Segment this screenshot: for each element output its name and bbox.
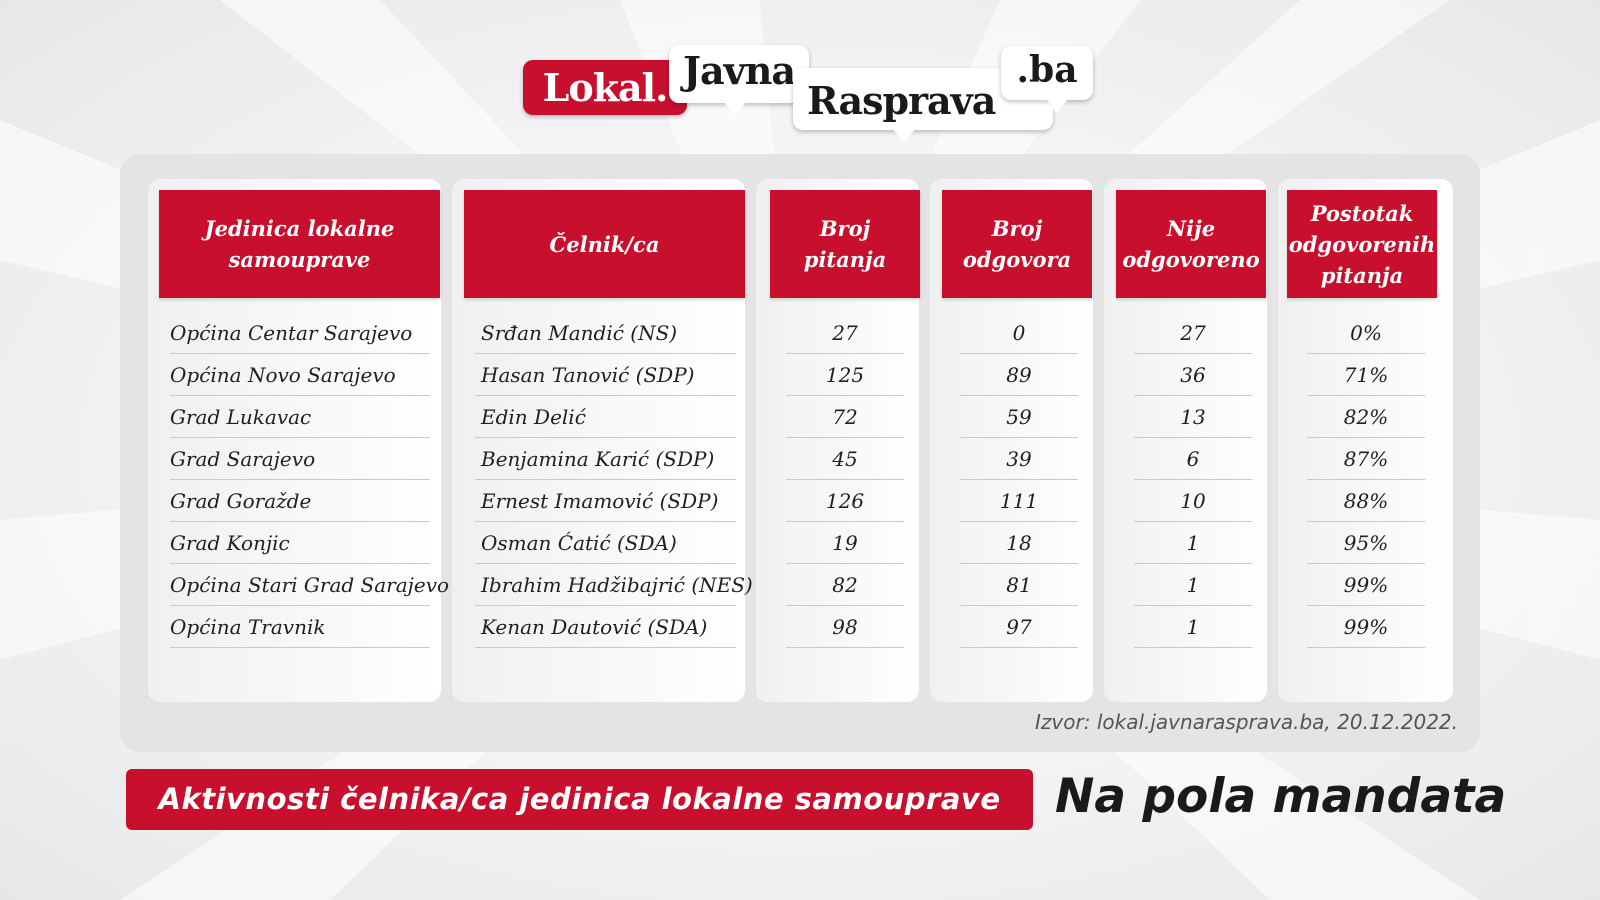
source-note: Izvor: lokal.javnarasprava.ba, 20.12.202…: [1035, 710, 1458, 734]
speech-tail-icon: [724, 102, 746, 116]
logo-ba-text: .ba: [1016, 49, 1078, 91]
footer-title: Aktivnosti čelnika/ca jedinica lokalne s…: [158, 782, 1001, 816]
cell-percentage: 71%: [1307, 355, 1425, 396]
cell-unit: Grad Sarajevo: [170, 439, 430, 480]
cell-unanswered: 36: [1134, 355, 1252, 396]
cell-unanswered: 6: [1134, 439, 1252, 480]
cell-answers: 81: [960, 565, 1078, 606]
cell-leader: Ernest Imamović (SDP): [475, 481, 736, 522]
logo-lokal-badge: Lokal.: [523, 60, 687, 115]
cell-unit: Grad Konjic: [170, 523, 430, 564]
cell-unanswered: 10: [1134, 481, 1252, 522]
logo-javna-text: Javna: [683, 48, 796, 93]
cell-leader: Edin Delić: [475, 397, 736, 438]
header-answers-label: Broj odgovora: [962, 216, 1072, 272]
logo: Lokal. Javna Rasprava .ba: [523, 40, 1093, 143]
cell-questions: 27: [786, 313, 904, 354]
header-answers: Broj odgovora: [942, 190, 1092, 298]
cell-percentage: 99%: [1307, 607, 1425, 648]
logo-ba-bubble: .ba: [1001, 46, 1093, 113]
header-questions-label: Broj pitanja: [803, 216, 887, 272]
cell-answers: 0: [960, 313, 1078, 354]
cell-unanswered: 1: [1134, 523, 1252, 564]
cell-leader: Hasan Tanović (SDP): [475, 355, 736, 396]
cell-leader: Osman Ćatić (SDA): [475, 523, 736, 564]
cell-questions: 125: [786, 355, 904, 396]
cell-answers: 39: [960, 439, 1078, 480]
cell-unit: Grad Goražde: [170, 481, 430, 522]
cell-percentage: 88%: [1307, 481, 1425, 522]
cell-unit: Općina Travnik: [170, 607, 430, 648]
cell-answers: 89: [960, 355, 1078, 396]
cell-leader: Srđan Mandić (NS): [475, 313, 736, 354]
speech-tail-icon: [893, 129, 915, 143]
logo-javna-bubble: Javna: [669, 45, 809, 116]
cell-percentage: 99%: [1307, 565, 1425, 606]
header-unit: Jedinica lokalne samouprave: [159, 190, 440, 298]
cell-questions: 72: [786, 397, 904, 438]
cell-unit: Općina Novo Sarajevo: [170, 355, 430, 396]
cell-leader: Kenan Dautović (SDA): [475, 607, 736, 648]
cell-questions: 98: [786, 607, 904, 648]
cell-percentage: 82%: [1307, 397, 1425, 438]
cell-answers: 97: [960, 607, 1078, 648]
cell-questions: 126: [786, 481, 904, 522]
footer-subtitle: Na pola mandata: [1055, 769, 1507, 824]
cell-percentage: 87%: [1307, 439, 1425, 480]
cell-unanswered: 1: [1134, 607, 1252, 648]
header-unanswered-label: Nije odgovoreno: [1122, 216, 1260, 272]
header-questions: Broj pitanja: [770, 190, 920, 298]
cell-unit: Općina Centar Sarajevo: [170, 313, 430, 354]
header-leader: Čelnik/ca: [464, 190, 745, 298]
cell-questions: 45: [786, 439, 904, 480]
header-unanswered: Nije odgovoreno: [1116, 190, 1266, 298]
speech-tail-icon: [1046, 99, 1068, 113]
cell-answers: 59: [960, 397, 1078, 438]
footer-title-bar: Aktivnosti čelnika/ca jedinica lokalne s…: [126, 769, 1033, 830]
cell-unit: Grad Lukavac: [170, 397, 430, 438]
cell-questions: 19: [786, 523, 904, 564]
cell-percentage: 95%: [1307, 523, 1425, 564]
cell-unanswered: 27: [1134, 313, 1252, 354]
header-percentage: Postotak odgovorenih pitanja: [1287, 190, 1437, 298]
cell-unanswered: 1: [1134, 565, 1252, 606]
cell-leader: Benjamina Karić (SDP): [475, 439, 736, 480]
cell-percentage: 0%: [1307, 313, 1425, 354]
logo-rasprava-text: Rasprava: [807, 78, 996, 123]
header-leader-label: Čelnik/ca: [549, 231, 660, 257]
cell-leader: Ibrahim Hadžibajrić (NES): [475, 565, 753, 606]
header-percentage-label: Postotak odgovorenih pitanja: [1288, 200, 1436, 288]
cell-unit: Općina Stari Grad Sarajevo: [170, 565, 449, 606]
cell-answers: 111: [960, 481, 1078, 522]
cell-questions: 82: [786, 565, 904, 606]
cell-answers: 18: [960, 523, 1078, 564]
header-unit-label: Jedinica lokalne samouprave: [204, 216, 395, 272]
cell-unanswered: 13: [1134, 397, 1252, 438]
